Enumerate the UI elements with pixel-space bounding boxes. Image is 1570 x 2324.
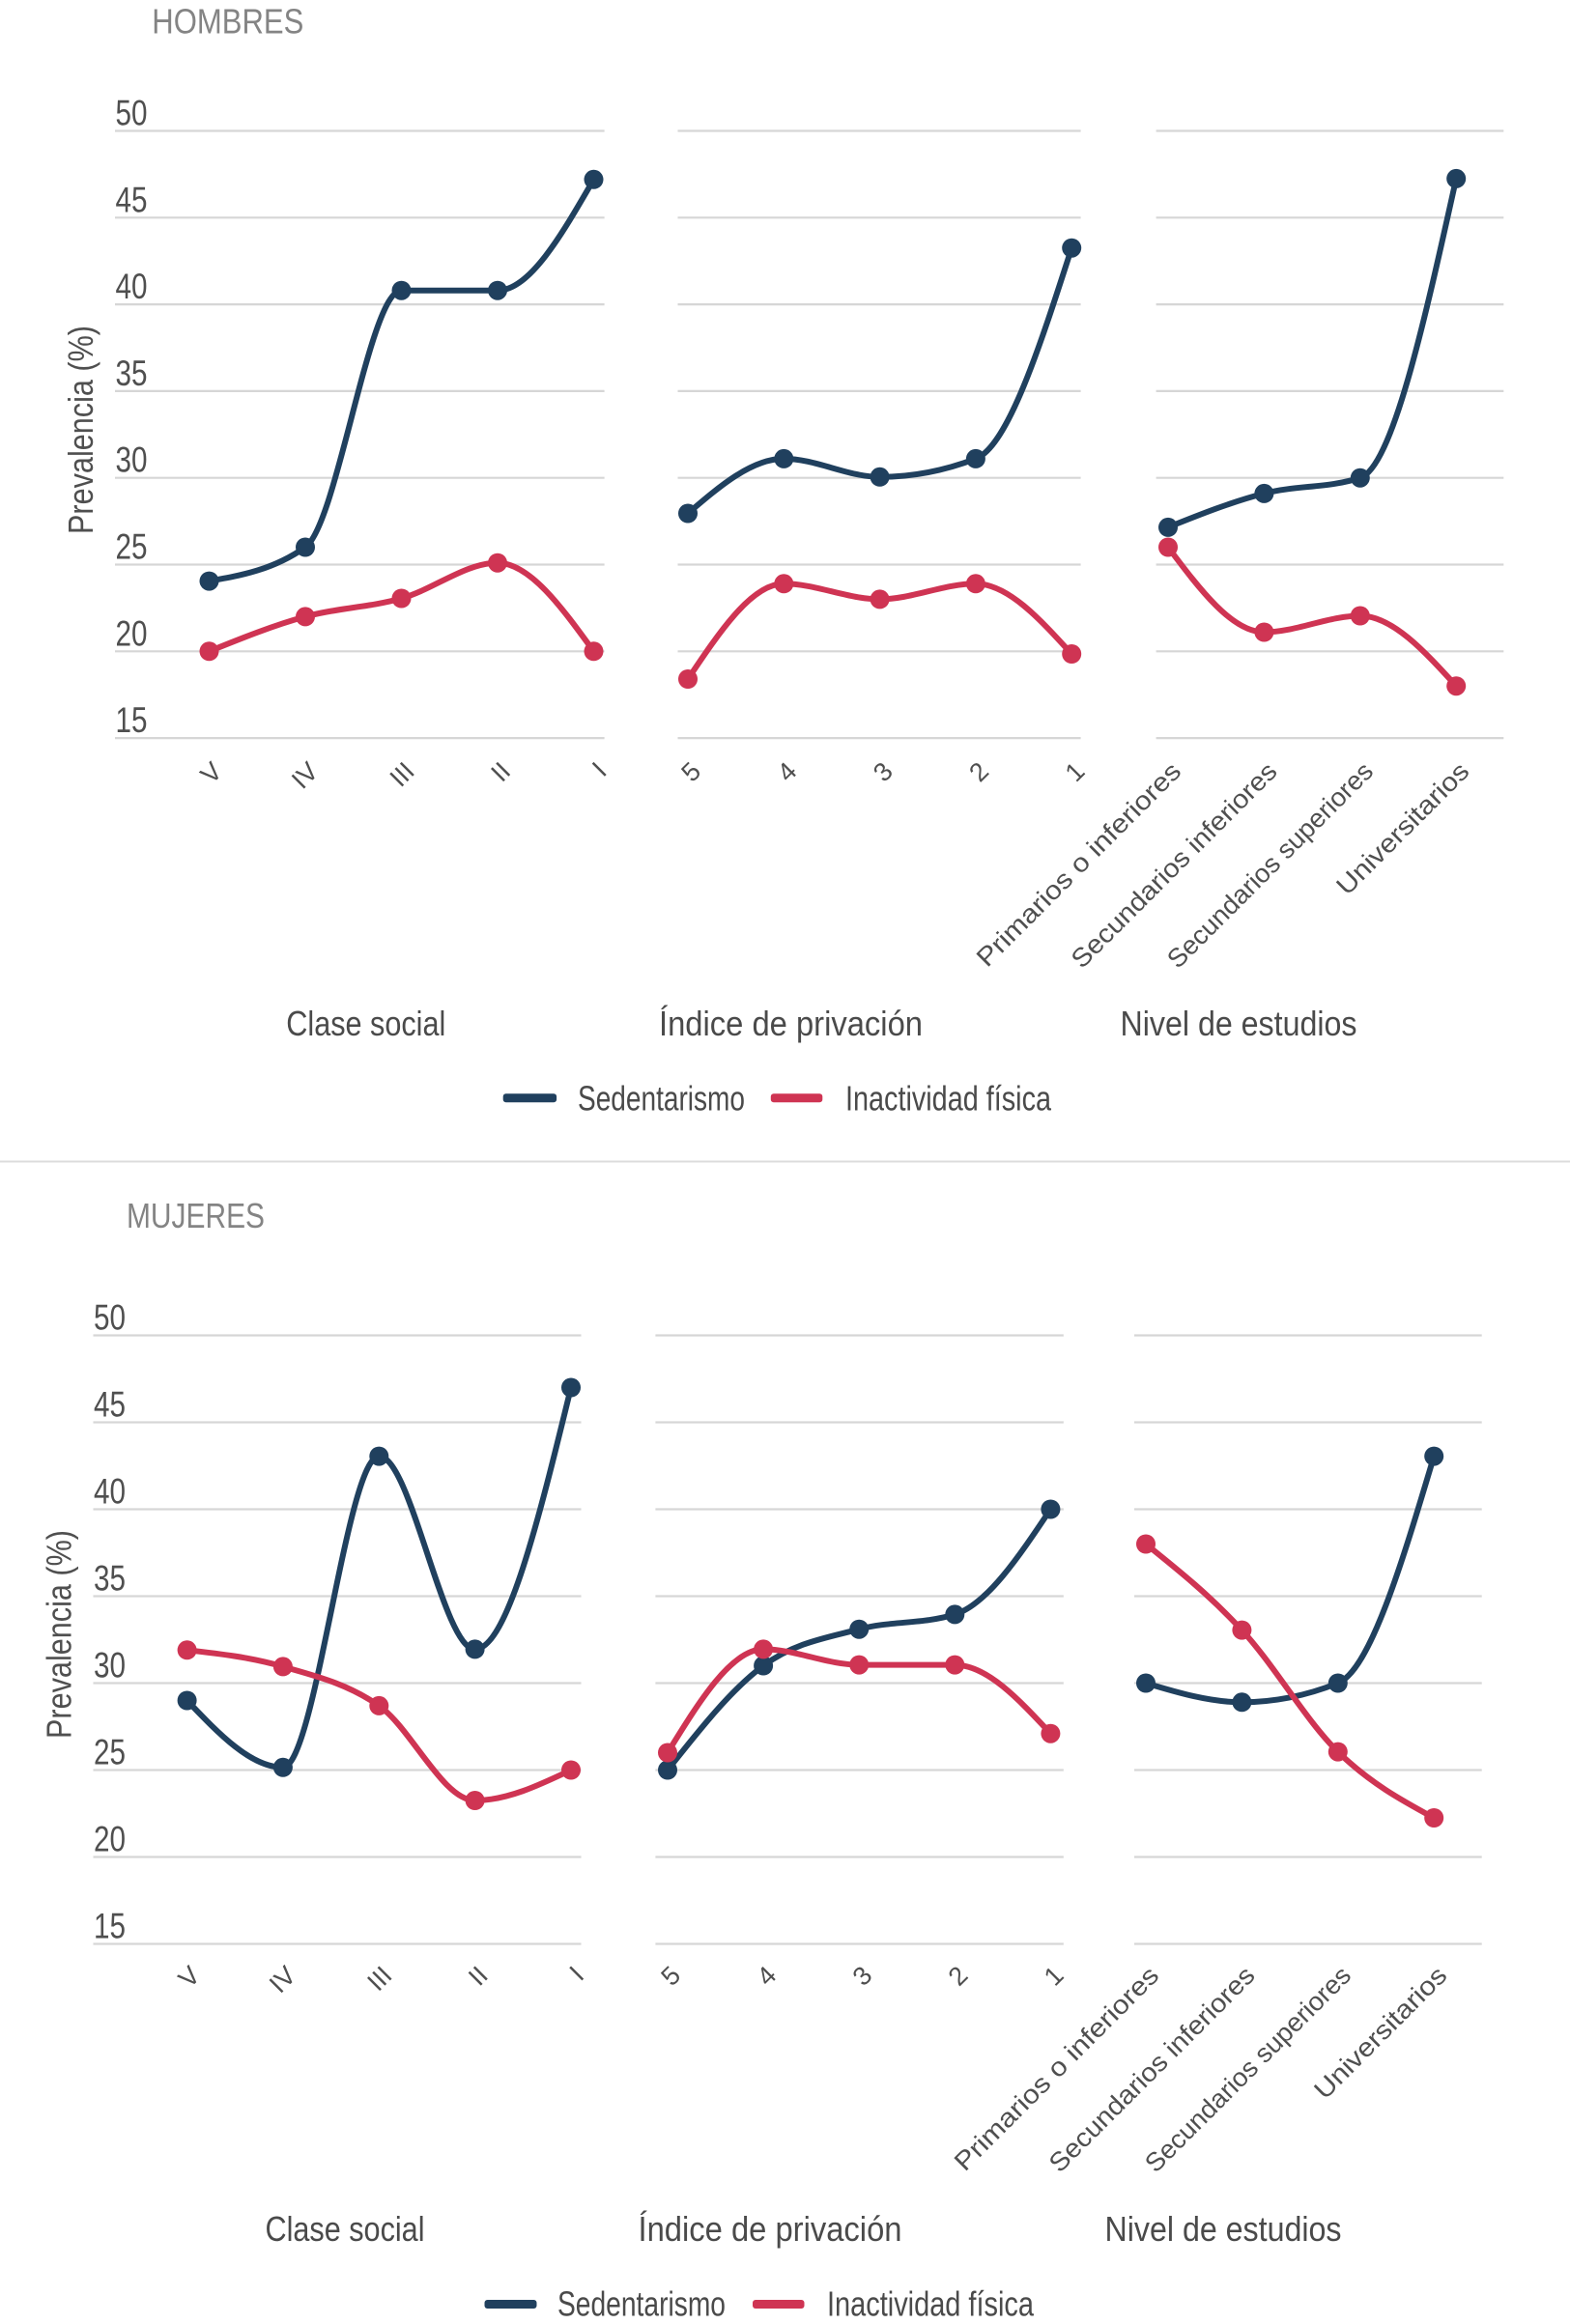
svg-text:30: 30 <box>116 440 148 480</box>
svg-text:35: 35 <box>94 1559 126 1599</box>
svg-text:Clase social: Clase social <box>286 1004 445 1043</box>
svg-text:MUJERES: MUJERES <box>127 1196 265 1235</box>
svg-text:45: 45 <box>116 180 148 219</box>
svg-text:40: 40 <box>94 1472 126 1512</box>
svg-text:15: 15 <box>94 1907 126 1946</box>
svg-text:HOMBRES: HOMBRES <box>152 1 303 41</box>
svg-text:Prevalencia (%): Prevalencia (%) <box>40 1530 79 1739</box>
svg-text:30: 30 <box>94 1646 126 1686</box>
svg-text:Nivel de estudios: Nivel de estudios <box>1121 1004 1357 1043</box>
svg-text:Prevalencia (%): Prevalencia (%) <box>61 326 100 534</box>
svg-text:Nivel de estudios: Nivel de estudios <box>1105 2209 1342 2249</box>
svg-text:Sedentarismo: Sedentarismo <box>557 2284 726 2324</box>
svg-text:20: 20 <box>116 613 148 653</box>
svg-text:Inactividad física: Inactividad física <box>845 1079 1052 1119</box>
svg-text:20: 20 <box>94 1820 126 1859</box>
svg-text:25: 25 <box>94 1733 126 1772</box>
svg-text:40: 40 <box>116 267 148 306</box>
svg-text:Inactividad física: Inactividad física <box>827 2284 1035 2324</box>
svg-text:25: 25 <box>116 527 148 567</box>
svg-text:45: 45 <box>94 1385 126 1425</box>
svg-text:Clase social: Clase social <box>266 2209 425 2249</box>
svg-text:50: 50 <box>116 94 148 133</box>
svg-text:Índice de privación: Índice de privación <box>639 2209 902 2249</box>
svg-text:15: 15 <box>116 700 148 740</box>
svg-text:50: 50 <box>94 1298 126 1338</box>
svg-text:Sedentarismo: Sedentarismo <box>578 1079 745 1119</box>
svg-text:Índice de privación: Índice de privación <box>659 1004 923 1043</box>
svg-text:35: 35 <box>116 354 148 393</box>
